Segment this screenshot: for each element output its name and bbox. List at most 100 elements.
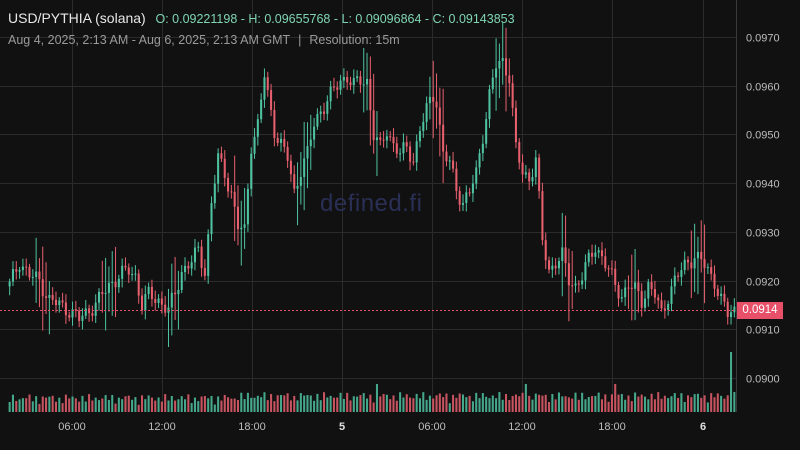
volume-bar xyxy=(634,392,637,412)
candle xyxy=(594,252,597,257)
volume-bar xyxy=(491,395,494,412)
candle xyxy=(316,114,319,127)
volume-bar xyxy=(293,395,296,412)
candle xyxy=(164,304,167,313)
candle xyxy=(501,58,504,62)
candle xyxy=(564,247,567,264)
y-tick-label: 0.0950 xyxy=(746,130,780,142)
candle xyxy=(41,279,44,297)
volume-bar xyxy=(425,399,428,412)
candle xyxy=(667,303,670,310)
volume-bar xyxy=(415,393,418,412)
resolution: Resolution: 15m xyxy=(309,33,400,47)
volume-bar xyxy=(329,395,332,412)
x-tick-label: 5 xyxy=(339,421,345,433)
candle xyxy=(435,101,438,108)
candle xyxy=(442,124,445,152)
candle xyxy=(700,251,703,260)
volume-bar xyxy=(279,395,283,412)
volume-bar xyxy=(402,397,405,412)
candle xyxy=(634,282,637,289)
candle xyxy=(121,265,124,279)
volume-bar xyxy=(316,393,319,412)
volume-bar xyxy=(600,399,604,412)
volume-bar xyxy=(412,398,415,412)
candle xyxy=(21,266,24,271)
volume-bar xyxy=(504,394,508,412)
volume-bar xyxy=(706,402,709,412)
x-tick-label: 6 xyxy=(700,421,706,433)
volume-bar xyxy=(68,398,71,412)
candle xyxy=(207,234,210,276)
candle xyxy=(726,301,729,317)
volume-bar xyxy=(31,401,34,412)
candle xyxy=(180,272,183,290)
candle xyxy=(246,188,249,225)
volume-bar xyxy=(461,394,465,412)
volume-bar xyxy=(117,397,120,412)
candle xyxy=(243,224,246,228)
volume-bar xyxy=(322,392,326,412)
candle xyxy=(253,136,256,154)
candle xyxy=(94,302,97,316)
candle xyxy=(551,265,554,270)
candle xyxy=(233,191,236,207)
volume-bar xyxy=(81,395,84,412)
candle xyxy=(131,274,134,276)
volume-bar xyxy=(121,399,124,412)
candle xyxy=(187,265,190,269)
y-tick-label: 0.0960 xyxy=(746,82,780,94)
candle xyxy=(78,310,81,321)
candle xyxy=(240,227,243,230)
candle xyxy=(309,139,312,147)
candle xyxy=(193,247,196,263)
candle xyxy=(508,75,511,84)
candle xyxy=(25,266,28,268)
candle xyxy=(432,96,435,102)
volume-bar xyxy=(700,397,703,412)
volume-bar xyxy=(422,392,425,412)
candle xyxy=(710,267,713,274)
chart-header: USD/PYTHIA (solana) O: 0.09221198 - H: 0… xyxy=(8,10,515,26)
candle xyxy=(670,286,673,304)
volume-bar xyxy=(604,394,607,412)
candle xyxy=(571,285,574,287)
volume-bar xyxy=(379,396,382,412)
candle xyxy=(610,268,613,270)
candle xyxy=(498,61,501,69)
volume-bar xyxy=(614,384,617,412)
volume-bar xyxy=(88,394,91,412)
volume-bar xyxy=(501,399,504,412)
volume-bar xyxy=(45,397,48,412)
volume-bar xyxy=(256,395,259,412)
candle xyxy=(723,293,726,302)
volume-bar xyxy=(167,400,170,412)
volume-bar xyxy=(395,400,398,412)
candle xyxy=(286,146,289,161)
volume-bar xyxy=(581,392,584,412)
volume-bar xyxy=(680,393,683,412)
volume-bar xyxy=(48,396,51,412)
volume-bar xyxy=(432,398,435,412)
candle xyxy=(74,309,77,311)
candle xyxy=(160,298,163,305)
volume-bar xyxy=(405,394,408,412)
volume-bar xyxy=(140,395,144,412)
candle xyxy=(584,262,587,281)
candle xyxy=(663,308,666,310)
volume-bar xyxy=(144,399,147,412)
candle xyxy=(174,292,177,295)
candle xyxy=(511,83,514,108)
volume-bar xyxy=(551,394,554,412)
volume-bar xyxy=(25,398,28,412)
candle xyxy=(475,167,478,184)
candle xyxy=(140,295,144,311)
candle xyxy=(686,259,690,263)
candle xyxy=(356,76,359,79)
candle xyxy=(51,294,54,300)
volume-bar xyxy=(710,393,713,412)
volume-bar xyxy=(51,395,54,412)
volume-bar xyxy=(607,401,610,412)
candle xyxy=(706,267,709,269)
